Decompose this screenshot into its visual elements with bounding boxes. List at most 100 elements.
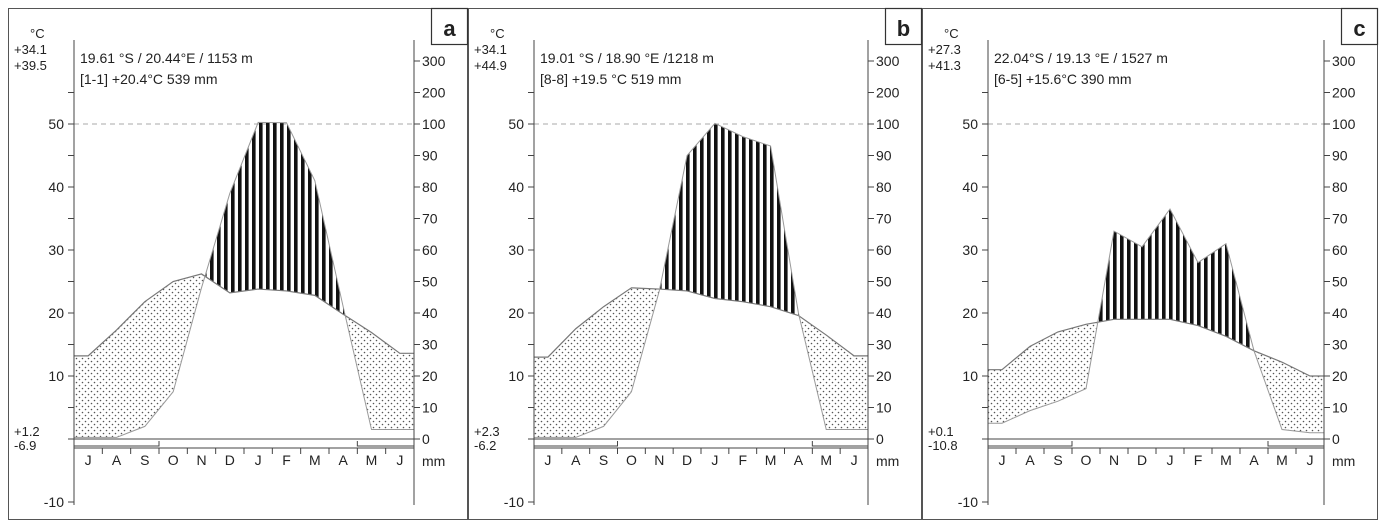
panel-label: a [443, 16, 456, 41]
month-label: F [738, 452, 747, 468]
station-stats: [1-1] +20.4°C 539 mm [80, 71, 218, 87]
month-label: A [571, 452, 581, 468]
arid-area [534, 287, 868, 438]
right-tick-label: 50 [422, 274, 438, 290]
right-tick-label: 10 [876, 400, 892, 416]
abs-max-temp: +34.1 [14, 42, 47, 57]
precipitation-line [74, 121, 414, 438]
arid-area [74, 273, 414, 438]
panel-frame [468, 8, 922, 520]
station-location: 22.04°S / 19.13 °E / 1527 m [994, 50, 1168, 66]
right-tick-label: 0 [422, 431, 430, 447]
right-tick-label: 100 [422, 116, 446, 132]
right-tick-label: 60 [1332, 242, 1348, 258]
left-tick-label: 10 [962, 368, 978, 384]
month-label: J [999, 452, 1006, 468]
right-tick-label: 60 [422, 242, 438, 258]
frost-months-bar [1267, 441, 1325, 447]
right-tick-label: 50 [1332, 274, 1348, 290]
climate-panel-a: -10 10 20 30 40 50 0 10 20 30 40 50 60 70 80 90 100 200 30… [8, 7, 469, 520]
right-tick-label: 80 [876, 179, 892, 195]
precipitation-line [988, 208, 1324, 434]
month-label: J [1167, 452, 1174, 468]
month-label: M [1276, 452, 1288, 468]
month-label: M [366, 452, 378, 468]
abs-min-temp: -6.9 [14, 438, 36, 453]
right-tick-label: 40 [422, 305, 438, 321]
climate-panel-c: -10 10 20 30 40 50 0 10 20 30 40 50 60 70 80 90 100 200 30… [922, 7, 1379, 520]
right-tick-label: 30 [876, 337, 892, 353]
abs-max-temp-2: +41.3 [928, 58, 961, 73]
month-label: F [282, 452, 291, 468]
min-cold-month-temp: +0.1 [928, 424, 954, 439]
right-tick-label: 70 [876, 211, 892, 227]
right-tick-label: 100 [1332, 116, 1356, 132]
right-tick-label: 10 [1332, 400, 1348, 416]
precipitation-unit-label: mm [876, 453, 899, 469]
month-label: J [1307, 452, 1314, 468]
right-tick-label: 50 [876, 274, 892, 290]
frost-months-bar [73, 441, 160, 447]
right-tick-label: 40 [1332, 305, 1348, 321]
month-label: A [794, 452, 804, 468]
panel-frame [922, 8, 1378, 520]
month-label: M [820, 452, 832, 468]
right-tick-label: 80 [1332, 179, 1348, 195]
left-tick-label: 20 [48, 305, 64, 321]
left-tick-label: 50 [962, 116, 978, 132]
month-label: O [626, 452, 637, 468]
left-tick-label: -10 [44, 494, 64, 510]
right-tick-label: 200 [422, 85, 446, 101]
frost-months-bar [533, 441, 618, 447]
left-tick-label: 50 [48, 116, 64, 132]
panel-label-box [1340, 7, 1379, 46]
min-cold-month-temp: +2.3 [474, 424, 500, 439]
month-label: S [1053, 452, 1062, 468]
right-tick-label: 20 [876, 368, 892, 384]
right-tick-label: 200 [876, 85, 900, 101]
right-tick-label: 40 [876, 305, 892, 321]
panel-label: c [1353, 16, 1365, 41]
left-tick-label: 30 [48, 242, 64, 258]
month-label: J [396, 452, 403, 468]
right-tick-label: 200 [1332, 85, 1356, 101]
right-tick-label: 10 [422, 400, 438, 416]
left-tick-label: 30 [962, 242, 978, 258]
month-label: D [682, 452, 692, 468]
abs-min-temp: -10.8 [928, 438, 958, 453]
precipitation-unit-label: mm [422, 453, 445, 469]
frost-months-bar [987, 441, 1073, 447]
left-tick-label: -10 [958, 494, 978, 510]
station-stats: [8-8] +19.5 °C 519 mm [540, 71, 681, 87]
temperature-unit-label: °C [490, 26, 505, 41]
panel-frame [8, 8, 468, 520]
climate-panel-b: -10 10 20 30 40 50 0 10 20 30 40 50 60 70 80 90 100 200 30… [468, 7, 923, 520]
temperature-line [534, 287, 868, 358]
right-tick-label: 20 [422, 368, 438, 384]
left-tick-label: 40 [508, 179, 524, 195]
station-stats: [6-5] +15.6°C 390 mm [994, 71, 1132, 87]
temperature-unit-label: °C [944, 26, 959, 41]
right-tick-label: 100 [876, 116, 900, 132]
month-label: J [711, 452, 718, 468]
month-label: A [1025, 452, 1035, 468]
right-tick-label: 300 [1332, 53, 1356, 69]
month-label: A [1249, 452, 1259, 468]
left-tick-label: 30 [508, 242, 524, 258]
abs-max-temp-2: +44.9 [474, 58, 507, 73]
right-tick-label: 30 [1332, 337, 1348, 353]
month-label: A [112, 452, 122, 468]
left-tick-label: 20 [962, 305, 978, 321]
month-label: M [309, 452, 321, 468]
month-label: N [196, 452, 206, 468]
frost-months-bar [811, 441, 869, 447]
station-location: 19.01 °S / 18.90 °E /1218 m [540, 50, 714, 66]
panels-group: -101020304050010203040506070809010020030… [8, 7, 1379, 520]
month-label: A [338, 452, 348, 468]
panel-label: b [897, 16, 910, 41]
month-label: D [225, 452, 235, 468]
month-label: D [1137, 452, 1147, 468]
right-tick-label: 80 [422, 179, 438, 195]
right-tick-label: 60 [876, 242, 892, 258]
abs-min-temp: -6.2 [474, 438, 496, 453]
